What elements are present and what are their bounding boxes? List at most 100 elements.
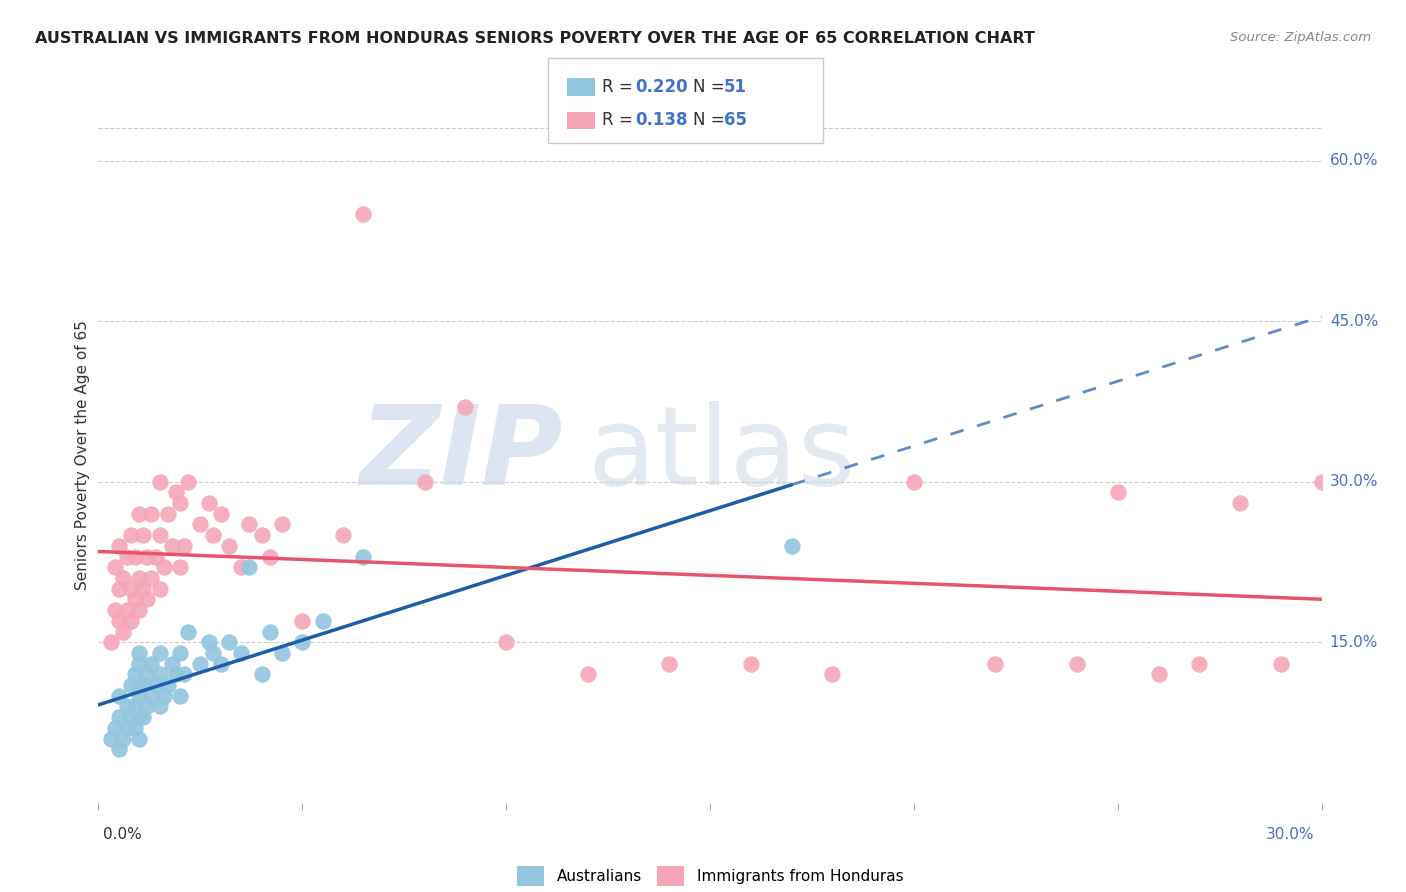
Point [128, 646, 150, 660]
Point [111, 731, 134, 746]
Point [100, 635, 122, 649]
Point [149, 699, 172, 714]
Point [169, 689, 191, 703]
Point [128, 710, 150, 724]
Point [169, 646, 191, 660]
Point [1107, 485, 1129, 500]
Point [149, 667, 172, 681]
Text: N =: N = [693, 112, 730, 129]
Text: 60.0%: 60.0% [1330, 153, 1378, 168]
Point [132, 710, 155, 724]
Point [120, 614, 142, 628]
Point [169, 560, 191, 574]
Point [177, 475, 200, 489]
Point [149, 475, 172, 489]
Point [124, 549, 146, 564]
Point [177, 624, 200, 639]
Point [291, 635, 314, 649]
Point [576, 667, 599, 681]
Point [124, 592, 146, 607]
Point [128, 678, 150, 692]
Point [169, 496, 191, 510]
Point [352, 207, 374, 221]
Point [108, 614, 131, 628]
Point [238, 517, 260, 532]
Point [332, 528, 354, 542]
Text: ZIP: ZIP [360, 401, 564, 508]
Point [165, 485, 187, 500]
Point [270, 646, 294, 660]
Y-axis label: Seniors Poverty Over the Age of 65: Seniors Poverty Over the Age of 65 [75, 320, 90, 590]
Point [1310, 475, 1333, 489]
Point [197, 635, 219, 649]
Point [120, 528, 142, 542]
Point [454, 400, 477, 414]
Point [104, 721, 127, 735]
Point [201, 646, 224, 660]
Point [149, 646, 172, 660]
Point [124, 699, 146, 714]
Text: R =: R = [602, 112, 643, 129]
Point [145, 678, 167, 692]
Point [145, 549, 167, 564]
Point [352, 549, 374, 564]
Point [136, 699, 159, 714]
Point [1188, 657, 1211, 671]
Point [495, 635, 517, 649]
Point [115, 699, 138, 714]
Point [1229, 496, 1251, 510]
Point [1270, 657, 1292, 671]
Point [259, 624, 281, 639]
Point [984, 657, 1007, 671]
Text: Source: ZipAtlas.com: Source: ZipAtlas.com [1230, 31, 1371, 45]
Point [903, 475, 925, 489]
Point [188, 517, 212, 532]
Point [250, 528, 273, 542]
Point [128, 657, 150, 671]
Point [156, 507, 179, 521]
Point [141, 507, 163, 521]
Point [120, 582, 142, 596]
Point [160, 539, 183, 553]
Point [218, 635, 240, 649]
Text: 15.0%: 15.0% [1330, 635, 1378, 649]
Point [152, 689, 174, 703]
Legend: Australians, Immigrants from Honduras: Australians, Immigrants from Honduras [517, 866, 903, 886]
Point [1066, 657, 1088, 671]
Point [108, 689, 131, 703]
Text: 51: 51 [724, 78, 747, 96]
Point [197, 496, 219, 510]
Point [132, 528, 155, 542]
Text: 0.220: 0.220 [636, 78, 688, 96]
Point [173, 539, 195, 553]
Point [312, 614, 335, 628]
Point [141, 571, 163, 585]
Point [108, 582, 131, 596]
Point [173, 667, 195, 681]
Point [201, 528, 224, 542]
Point [165, 667, 187, 681]
Point [209, 507, 232, 521]
Text: atlas: atlas [588, 401, 856, 508]
Point [120, 678, 142, 692]
Point [821, 667, 844, 681]
Point [128, 689, 150, 703]
Point [141, 689, 163, 703]
Text: AUSTRALIAN VS IMMIGRANTS FROM HONDURAS SENIORS POVERTY OVER THE AGE OF 65 CORREL: AUSTRALIAN VS IMMIGRANTS FROM HONDURAS S… [35, 31, 1035, 46]
Point [270, 517, 294, 532]
Point [100, 731, 122, 746]
Point [1147, 667, 1170, 681]
Point [740, 657, 762, 671]
Text: 30.0%: 30.0% [1330, 475, 1378, 489]
Point [141, 657, 163, 671]
Text: N =: N = [693, 78, 730, 96]
Point [152, 560, 174, 574]
Point [128, 571, 150, 585]
Point [111, 571, 134, 585]
Point [108, 539, 131, 553]
Point [120, 710, 142, 724]
Point [149, 528, 172, 542]
Point [115, 721, 138, 735]
Point [104, 560, 127, 574]
Point [238, 560, 260, 574]
